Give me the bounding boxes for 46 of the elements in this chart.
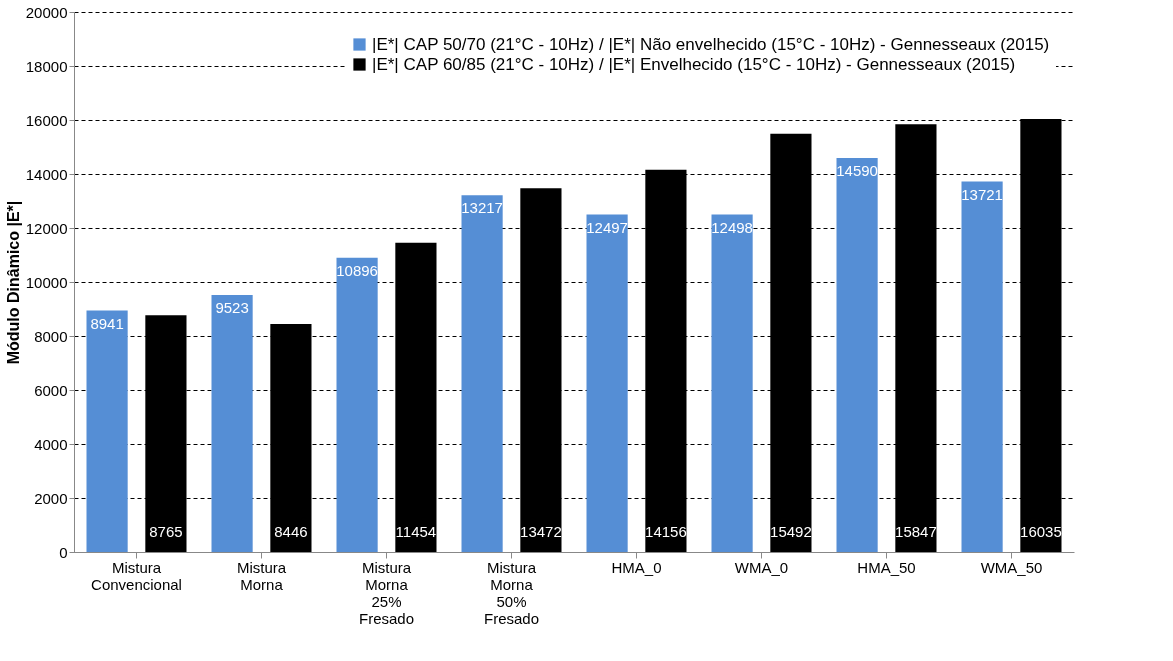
data-label: 15492 — [770, 523, 812, 540]
y-tick-label: 20000 — [25, 3, 68, 21]
bar — [211, 294, 253, 552]
y-tick-label: 2000 — [34, 489, 68, 507]
x-tick-label: HMA_50 — [857, 558, 916, 576]
bar — [86, 310, 128, 552]
data-label: 8765 — [149, 523, 183, 540]
bar — [586, 214, 628, 552]
y-tick-label: 0 — [59, 543, 68, 561]
bar — [836, 158, 878, 552]
y-tick-label: 6000 — [34, 381, 68, 399]
data-label: 9523 — [215, 298, 249, 316]
x-tick-label: Mistura Morna — [236, 558, 287, 593]
x-tick-label: WMA_50 — [980, 558, 1043, 576]
x-tick-label: HMA_0 — [611, 558, 662, 576]
y-tick-label: 12000 — [25, 219, 68, 237]
data-label: 8446 — [274, 523, 308, 540]
y-tick-label: 4000 — [34, 435, 68, 453]
data-label: 14156 — [645, 523, 687, 540]
legend-label: |E*| CAP 60/85 (21°C - 10Hz) / |E*| Envelhecido (15°C - 10Hz) - Gennesseaux (2015) — [372, 54, 1016, 74]
x-tick-label: Mistura Morna 25% Fresado — [358, 558, 415, 627]
bar — [461, 195, 503, 552]
data-label: 10896 — [336, 261, 378, 279]
data-label: 13472 — [520, 523, 562, 540]
bar — [711, 214, 753, 552]
y-tick-label: 14000 — [25, 165, 68, 183]
y-tick-label: 16000 — [25, 111, 68, 129]
data-label: 12498 — [711, 218, 753, 236]
data-label: 16035 — [1020, 523, 1062, 540]
x-tick-label: Mistura Morna 50% Fresado — [483, 558, 540, 627]
legend-label: |E*| CAP 50/70 (21°C - 10Hz) / |E*| Não envelhecido (15°C - 10Hz) - Gennesseaux (2015) — [372, 34, 1050, 54]
data-label: 13217 — [461, 199, 503, 217]
data-label: 11454 — [395, 523, 437, 540]
x-tick-label: WMA_0 — [734, 558, 789, 576]
bar — [336, 257, 378, 552]
y-tick-label: 18000 — [25, 57, 68, 75]
x-tick-label: Mistura Convencional — [91, 558, 182, 593]
y-tick-label: 8000 — [34, 327, 68, 345]
data-label: 15847 — [895, 523, 937, 540]
bar — [961, 181, 1003, 552]
y-axis-title: Módulo Dinâmico |E*| — [4, 200, 22, 365]
data-label: 13721 — [961, 185, 1003, 203]
y-tick-label: 10000 — [25, 273, 68, 291]
data-label: 8941 — [90, 314, 124, 332]
data-label: 14590 — [836, 162, 878, 180]
data-label: 12497 — [586, 218, 628, 236]
